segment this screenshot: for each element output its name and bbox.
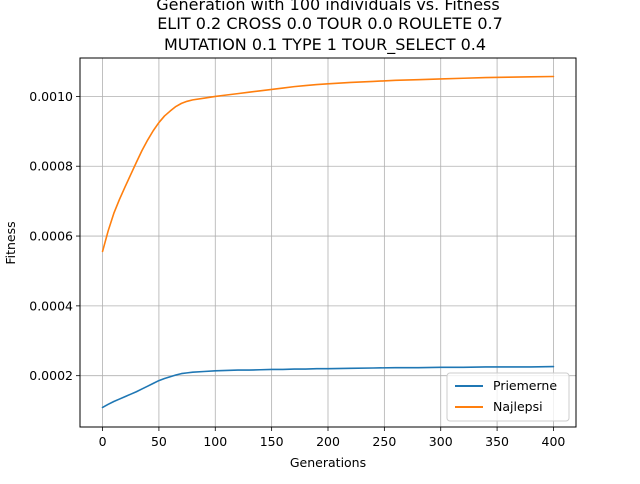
x-axis-label: Generations xyxy=(290,455,366,470)
y-tick-label: 0.0010 xyxy=(29,89,73,104)
y-tick-label: 0.0006 xyxy=(29,229,73,244)
chart-title-line-3: MUTATION 0.1 TYPE 1 TOUR_SELECT 0.4 xyxy=(164,35,486,55)
x-tick-label: 150 xyxy=(260,434,284,449)
legend: Priemerne Najlepsi xyxy=(446,372,570,422)
y-tick-label: 0.0008 xyxy=(29,159,73,174)
x-tick-label: 200 xyxy=(316,434,340,449)
x-tick-label: 400 xyxy=(542,434,566,449)
series-lines xyxy=(101,75,555,409)
legend-label-najlepsi: Najlepsi xyxy=(493,399,543,414)
x-tick-label: 250 xyxy=(372,434,396,449)
x-tick-label: 100 xyxy=(203,434,227,449)
legend-label-priemerne: Priemerne xyxy=(493,378,557,393)
plot-area-frame xyxy=(79,57,577,428)
x-tick-label: 50 xyxy=(151,434,167,449)
chart-title-line-1: Generation with 100 individuals vs. Fitn… xyxy=(156,0,499,14)
series-line-priemerne xyxy=(101,365,555,409)
y-tick-label: 0.0004 xyxy=(29,298,73,313)
x-tick-label: 300 xyxy=(429,434,453,449)
y-axis-label: Fitness xyxy=(3,221,18,264)
x-tick-label: 0 xyxy=(99,434,107,449)
x-tick-label: 350 xyxy=(485,434,509,449)
axis-ticks: 0 50 100 150 200 250 300 350 400 0.0002 0.0004 0.00… xyxy=(29,89,565,449)
series-line-najlepsi xyxy=(101,75,555,253)
y-tick-label: 0.0002 xyxy=(29,368,73,383)
chart-title-line-2: ELIT 0.2 CROSS 0.0 TOUR 0.0 ROULETE 0.7 xyxy=(157,14,503,33)
